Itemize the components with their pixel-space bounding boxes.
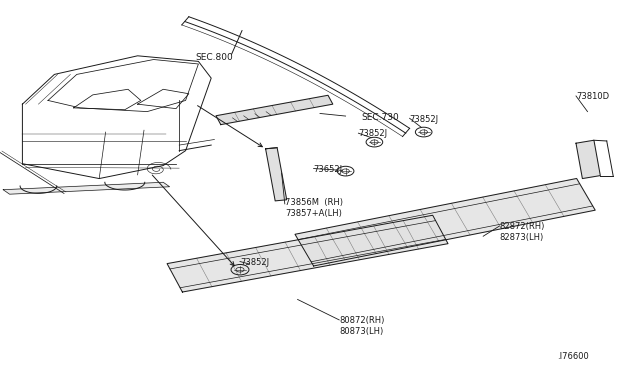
Text: 82873(LH): 82873(LH) <box>499 233 543 242</box>
Text: 80872(RH): 80872(RH) <box>339 316 385 325</box>
Text: 82872(RH): 82872(RH) <box>499 222 545 231</box>
Text: SEC.730: SEC.730 <box>362 113 399 122</box>
Polygon shape <box>295 179 595 266</box>
Text: 80873(LH): 80873(LH) <box>339 327 383 336</box>
Text: 73810D: 73810D <box>576 92 609 101</box>
Polygon shape <box>3 182 170 194</box>
Polygon shape <box>216 95 333 125</box>
Text: .I76600: .I76600 <box>557 352 589 361</box>
Polygon shape <box>576 140 600 179</box>
Text: 73852J: 73852J <box>410 115 439 124</box>
Text: 73852J: 73852J <box>358 129 388 138</box>
Polygon shape <box>266 148 287 201</box>
Text: 73652J: 73652J <box>314 165 343 174</box>
Text: 73857+A(LH): 73857+A(LH) <box>285 209 342 218</box>
Polygon shape <box>167 215 448 292</box>
Text: 73856M  (RH): 73856M (RH) <box>285 198 343 207</box>
Text: SEC.800: SEC.800 <box>196 53 234 62</box>
Text: 73852J: 73852J <box>240 258 269 267</box>
